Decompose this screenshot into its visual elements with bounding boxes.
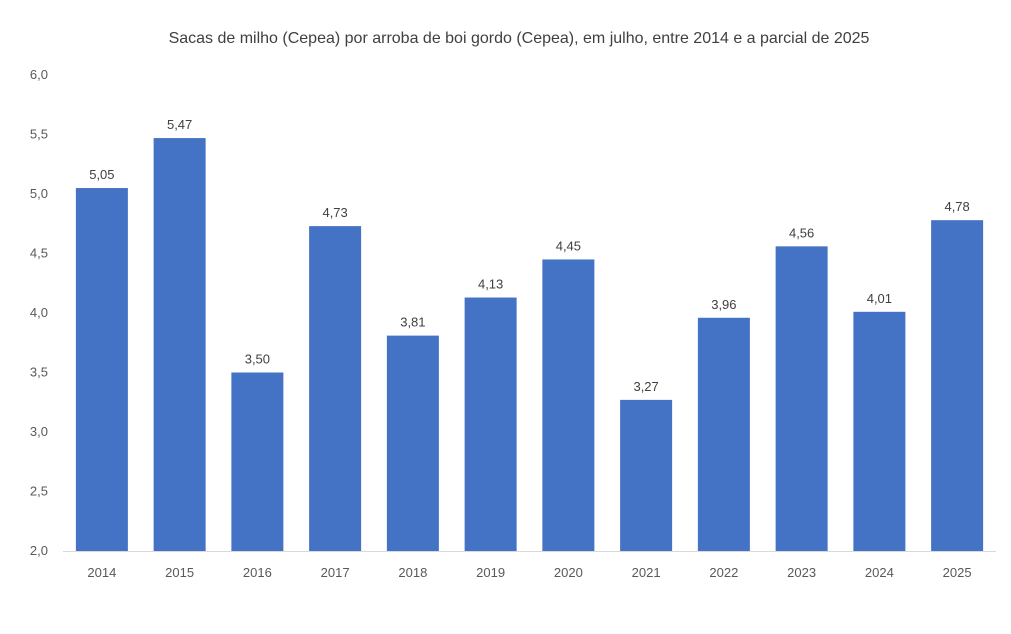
y-tick-label: 5,0 xyxy=(30,186,48,201)
data-label: 3,27 xyxy=(633,379,658,394)
bars: 5,05 5,47 3,50 4,73 3,81 4,13 4,45 3,27 3,96 4,56… xyxy=(75,117,984,552)
chart-title: Sacas de milho (Cepea) por arroba de boi… xyxy=(169,30,870,47)
data-label: 4,56 xyxy=(789,225,814,240)
data-label: 3,96 xyxy=(711,297,736,312)
x-tick-label: 2021 xyxy=(632,565,661,580)
y-tick-label: 3,0 xyxy=(30,424,48,439)
bar-2019 xyxy=(464,297,517,551)
x-tick-label: 2022 xyxy=(709,565,738,580)
data-label: 5,05 xyxy=(89,167,114,182)
bar-2022 xyxy=(697,317,750,551)
bar-2025 xyxy=(931,220,984,551)
data-label: 3,81 xyxy=(400,315,425,330)
bar-2014 xyxy=(75,188,128,552)
data-label: 3,50 xyxy=(245,352,270,367)
bar-2020 xyxy=(542,259,595,551)
x-tick-label: 2018 xyxy=(398,565,427,580)
data-label: 4,01 xyxy=(867,291,892,306)
x-tick-label: 2015 xyxy=(165,565,194,580)
data-label: 4,45 xyxy=(556,238,581,253)
bar-2024 xyxy=(853,311,906,551)
x-tick-label: 2020 xyxy=(554,565,583,580)
x-tick-label: 2019 xyxy=(476,565,505,580)
x-tick-label: 2023 xyxy=(787,565,816,580)
y-tick-label: 4,0 xyxy=(30,305,48,320)
x-axis: 2014 2015 2016 2017 2018 2019 2020 2021 2022 2023… xyxy=(87,565,971,580)
bar-2018 xyxy=(386,335,439,551)
bar-2015 xyxy=(153,138,206,551)
data-label: 4,78 xyxy=(944,199,969,214)
x-tick-label: 2016 xyxy=(243,565,272,580)
bar-2016 xyxy=(231,372,284,551)
x-tick-label: 2025 xyxy=(943,565,972,580)
y-axis: 2,0 2,5 3,0 3,5 4,0 4,5 5,0 5,5 6,0 xyxy=(30,67,48,558)
data-label: 5,47 xyxy=(167,117,192,132)
data-label: 4,73 xyxy=(322,205,347,220)
y-tick-label: 3,5 xyxy=(30,365,48,380)
x-tick-label: 2024 xyxy=(865,565,894,580)
y-tick-label: 5,5 xyxy=(30,127,48,142)
x-tick-label: 2014 xyxy=(87,565,116,580)
y-tick-label: 6,0 xyxy=(30,67,48,82)
y-tick-label: 4,5 xyxy=(30,246,48,261)
data-label: 4,13 xyxy=(478,277,503,292)
bar-2021 xyxy=(620,399,673,551)
bar-2023 xyxy=(775,246,828,552)
y-tick-label: 2,5 xyxy=(30,484,48,499)
x-tick-label: 2017 xyxy=(321,565,350,580)
bar-2017 xyxy=(309,226,362,551)
y-tick-label: 2,0 xyxy=(30,543,48,558)
